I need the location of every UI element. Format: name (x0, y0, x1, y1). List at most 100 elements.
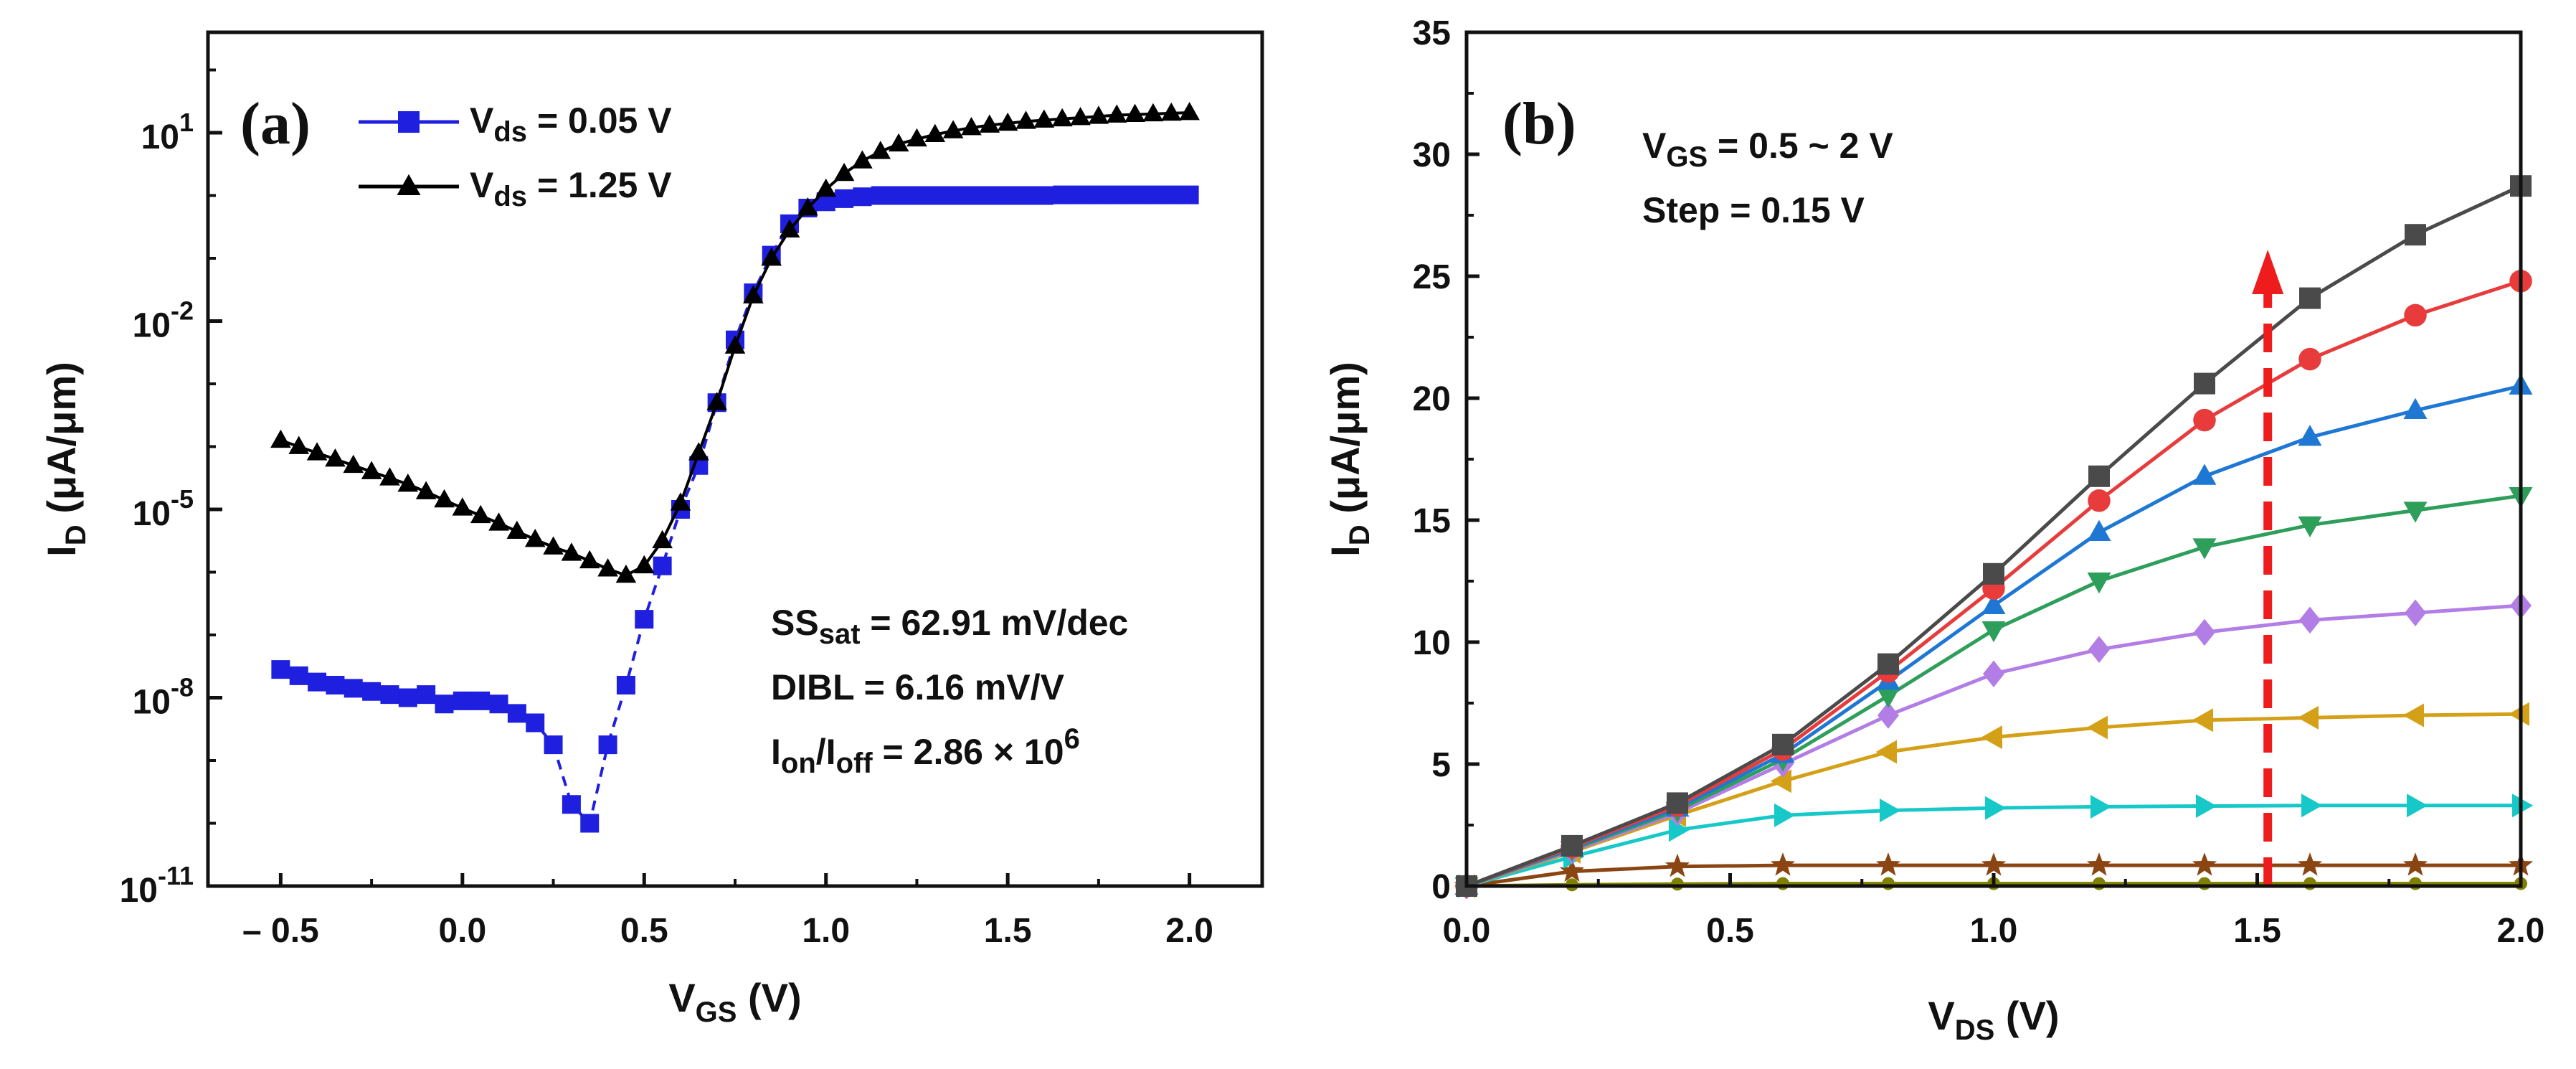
data-point (1561, 834, 1583, 857)
data-point (797, 197, 818, 216)
data-point (1179, 102, 1200, 121)
data-point (2090, 795, 2112, 819)
chart-b-x-tick-label: 0.0 (1443, 912, 1491, 950)
data-point (289, 666, 308, 685)
data-point (543, 536, 564, 555)
data-point (471, 691, 491, 710)
chart-a-y-tick-label: 10-2 (133, 296, 194, 345)
data-point (706, 392, 727, 410)
data-point (325, 448, 346, 467)
data-point (397, 474, 419, 492)
data-point (1671, 877, 1684, 891)
chart-b-y-axis-label: ID (μA/μm) (1322, 362, 1375, 557)
data-point (2088, 465, 2110, 487)
data-point (2299, 287, 2321, 309)
annotation-step: Step = 0.15 V (1642, 190, 1865, 230)
data-point (633, 555, 655, 574)
data-point (1667, 792, 1688, 814)
data-point (1983, 562, 2004, 585)
data-point (815, 178, 837, 197)
data-point (1070, 107, 1091, 126)
data-point (379, 467, 400, 486)
data-point (1776, 877, 1789, 890)
legend-label-vds-005: Vds = 0.05 V (470, 100, 672, 148)
chart-b-y-tick-label: 15 (1413, 502, 1451, 540)
data-point (1107, 185, 1127, 204)
data-point (2086, 715, 2108, 740)
data-point (2402, 703, 2424, 727)
data-point (2088, 636, 2110, 663)
data-point (1981, 852, 2007, 876)
chart-b-y-tick-label: 35 (1413, 14, 1451, 52)
data-point (906, 128, 927, 147)
data-point (1088, 105, 1109, 124)
data-point (362, 682, 382, 701)
data-point (2196, 793, 2217, 818)
data-point (1985, 796, 2007, 820)
data-point (271, 660, 290, 679)
data-point (635, 610, 654, 629)
data-point (434, 489, 455, 508)
data-point (598, 735, 617, 755)
data-point (2192, 463, 2217, 485)
chart-a-x-axis-label: VGS (V) (668, 975, 801, 1028)
data-point (2087, 519, 2111, 541)
data-point (2301, 793, 2323, 818)
legend-symbol-vds-125 (359, 174, 459, 195)
data-point (888, 133, 909, 152)
data-point (2298, 347, 2321, 371)
data-point (2404, 303, 2427, 327)
chart-a: – 0.5 0.0 0.5 1.0 1.5 2.0 10-11 10-8 10-5 10-2 101… (39, 30, 1264, 1028)
data-point (925, 186, 944, 205)
data-point (417, 685, 436, 705)
data-point (344, 679, 363, 698)
data-point (852, 150, 873, 169)
data-point (1071, 185, 1090, 204)
data-point (2297, 852, 2323, 876)
data-point (2297, 705, 2319, 730)
chart-a-x-tick-label: 2.0 (1165, 912, 1213, 950)
chart-a-legend: Vds = 0.05 V Vds = 1.25 V (359, 100, 672, 212)
data-point (435, 694, 454, 714)
data-point (1015, 110, 1036, 129)
data-point (1180, 185, 1199, 204)
vgs-increase-arrow (2252, 250, 2284, 886)
data-point (544, 735, 563, 755)
data-point (1162, 185, 1181, 204)
data-point (1669, 818, 1690, 842)
annotation-dibl: DIBL = 6.16 mV/V (771, 667, 1065, 707)
chart-b-y-tick-label: 30 (1413, 136, 1451, 174)
data-point (1981, 725, 2002, 750)
annotation-vgs-range: VGS = 0.5 ~ 2 V (1642, 126, 1893, 173)
data-point (2194, 618, 2215, 646)
data-point (306, 442, 328, 461)
series-line (1466, 184, 2522, 888)
data-point (343, 454, 364, 474)
data-point (415, 481, 437, 499)
series-vgs-5 (1456, 592, 2532, 900)
data-point (1034, 186, 1053, 205)
data-point (1981, 621, 2006, 643)
chart-a-x-tick-label: 1.0 (802, 912, 850, 950)
data-point (1089, 185, 1108, 204)
data-point (670, 492, 691, 511)
data-point (1876, 687, 1900, 709)
data-point (1880, 799, 1901, 823)
data-point (1770, 852, 1796, 876)
data-point (944, 186, 963, 205)
data-point (526, 713, 545, 733)
data-point (1016, 186, 1036, 205)
chart-b: 0.0 0.5 1.0 1.5 2.0 0 5 10 15 20 25 30 35 (b) VGS = … (1322, 14, 2544, 1046)
data-point (2298, 425, 2322, 446)
data-point (1882, 877, 1895, 890)
chart-a-axes: – 0.5 0.0 0.5 1.0 1.5 2.0 10-11 10-8 10-5 10-2 101 (120, 68, 1213, 950)
data-point (1665, 853, 1690, 877)
data-point (1875, 740, 1897, 764)
data-point (2093, 877, 2106, 890)
data-point (561, 542, 582, 561)
data-point (2298, 516, 2322, 538)
data-point (488, 512, 509, 531)
data-point (1981, 593, 2006, 614)
data-point (2405, 224, 2426, 246)
data-point (980, 186, 999, 205)
